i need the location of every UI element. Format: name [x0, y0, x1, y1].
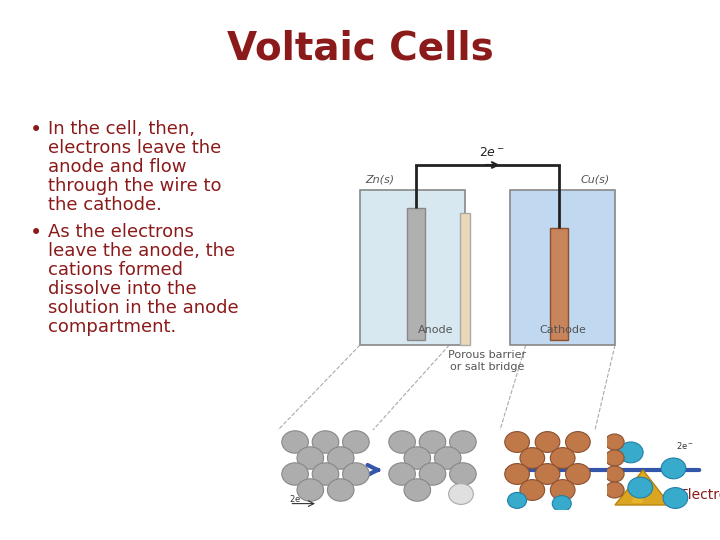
Text: As the electrons: As the electrons — [48, 223, 194, 241]
Circle shape — [282, 431, 308, 453]
Circle shape — [419, 463, 446, 485]
Text: Porous barrier
or salt bridge: Porous barrier or salt bridge — [449, 350, 526, 372]
Circle shape — [328, 447, 354, 469]
Text: compartment.: compartment. — [48, 318, 176, 336]
Text: Zn(s): Zn(s) — [365, 175, 394, 185]
Circle shape — [535, 464, 560, 484]
Circle shape — [565, 431, 590, 453]
Circle shape — [605, 482, 624, 498]
Circle shape — [297, 479, 323, 501]
Text: $\mathsf{2e^-}$: $\mathsf{2e^-}$ — [676, 440, 694, 450]
Circle shape — [661, 458, 686, 479]
Circle shape — [618, 442, 643, 463]
Circle shape — [535, 431, 560, 453]
Bar — [360, 190, 465, 345]
Text: •: • — [30, 223, 42, 243]
Circle shape — [605, 466, 624, 482]
Text: Cathode: Cathode — [539, 325, 586, 335]
Circle shape — [508, 492, 526, 508]
Circle shape — [404, 447, 431, 469]
Circle shape — [520, 448, 544, 468]
Circle shape — [565, 464, 590, 484]
Circle shape — [663, 488, 688, 508]
Text: Electrochemistry: Electrochemistry — [680, 488, 720, 502]
Circle shape — [419, 431, 446, 453]
Circle shape — [343, 431, 369, 453]
Circle shape — [520, 480, 544, 501]
Circle shape — [505, 431, 529, 453]
Circle shape — [628, 477, 652, 498]
Circle shape — [389, 431, 415, 453]
Text: In the cell, then,: In the cell, then, — [48, 120, 195, 138]
Text: anode and flow: anode and flow — [48, 158, 186, 176]
Circle shape — [312, 431, 339, 453]
Circle shape — [389, 463, 415, 485]
Circle shape — [550, 448, 575, 468]
Circle shape — [550, 480, 575, 501]
Text: cations formed: cations formed — [48, 261, 183, 279]
Text: Anode: Anode — [418, 325, 454, 335]
Circle shape — [605, 450, 624, 466]
Circle shape — [449, 484, 473, 504]
Bar — [408, 208, 426, 340]
Text: through the wire to: through the wire to — [48, 177, 222, 195]
Text: leave the anode, the: leave the anode, the — [48, 242, 235, 260]
Circle shape — [552, 496, 571, 511]
Circle shape — [505, 464, 529, 484]
Text: Cu(s): Cu(s) — [581, 175, 610, 185]
Bar — [550, 228, 568, 340]
Circle shape — [282, 463, 308, 485]
Polygon shape — [615, 470, 670, 505]
Circle shape — [297, 447, 323, 469]
Circle shape — [449, 431, 476, 453]
Text: $\mathsf{2e}$: $\mathsf{2e}$ — [289, 492, 302, 504]
Bar — [460, 213, 470, 345]
Text: solution in the anode: solution in the anode — [48, 299, 238, 317]
Text: electrons leave the: electrons leave the — [48, 139, 221, 157]
Text: the cathode.: the cathode. — [48, 196, 162, 214]
Bar — [510, 190, 615, 345]
Text: $2e^-$: $2e^-$ — [480, 146, 505, 159]
Circle shape — [449, 463, 476, 485]
Text: •: • — [30, 120, 42, 140]
Text: dissolve into the: dissolve into the — [48, 280, 197, 298]
Circle shape — [328, 479, 354, 501]
Circle shape — [404, 479, 431, 501]
Circle shape — [312, 463, 339, 485]
Circle shape — [605, 434, 624, 450]
Text: Voltaic Cells: Voltaic Cells — [227, 30, 493, 68]
Circle shape — [343, 463, 369, 485]
Polygon shape — [631, 472, 643, 503]
Circle shape — [434, 447, 461, 469]
